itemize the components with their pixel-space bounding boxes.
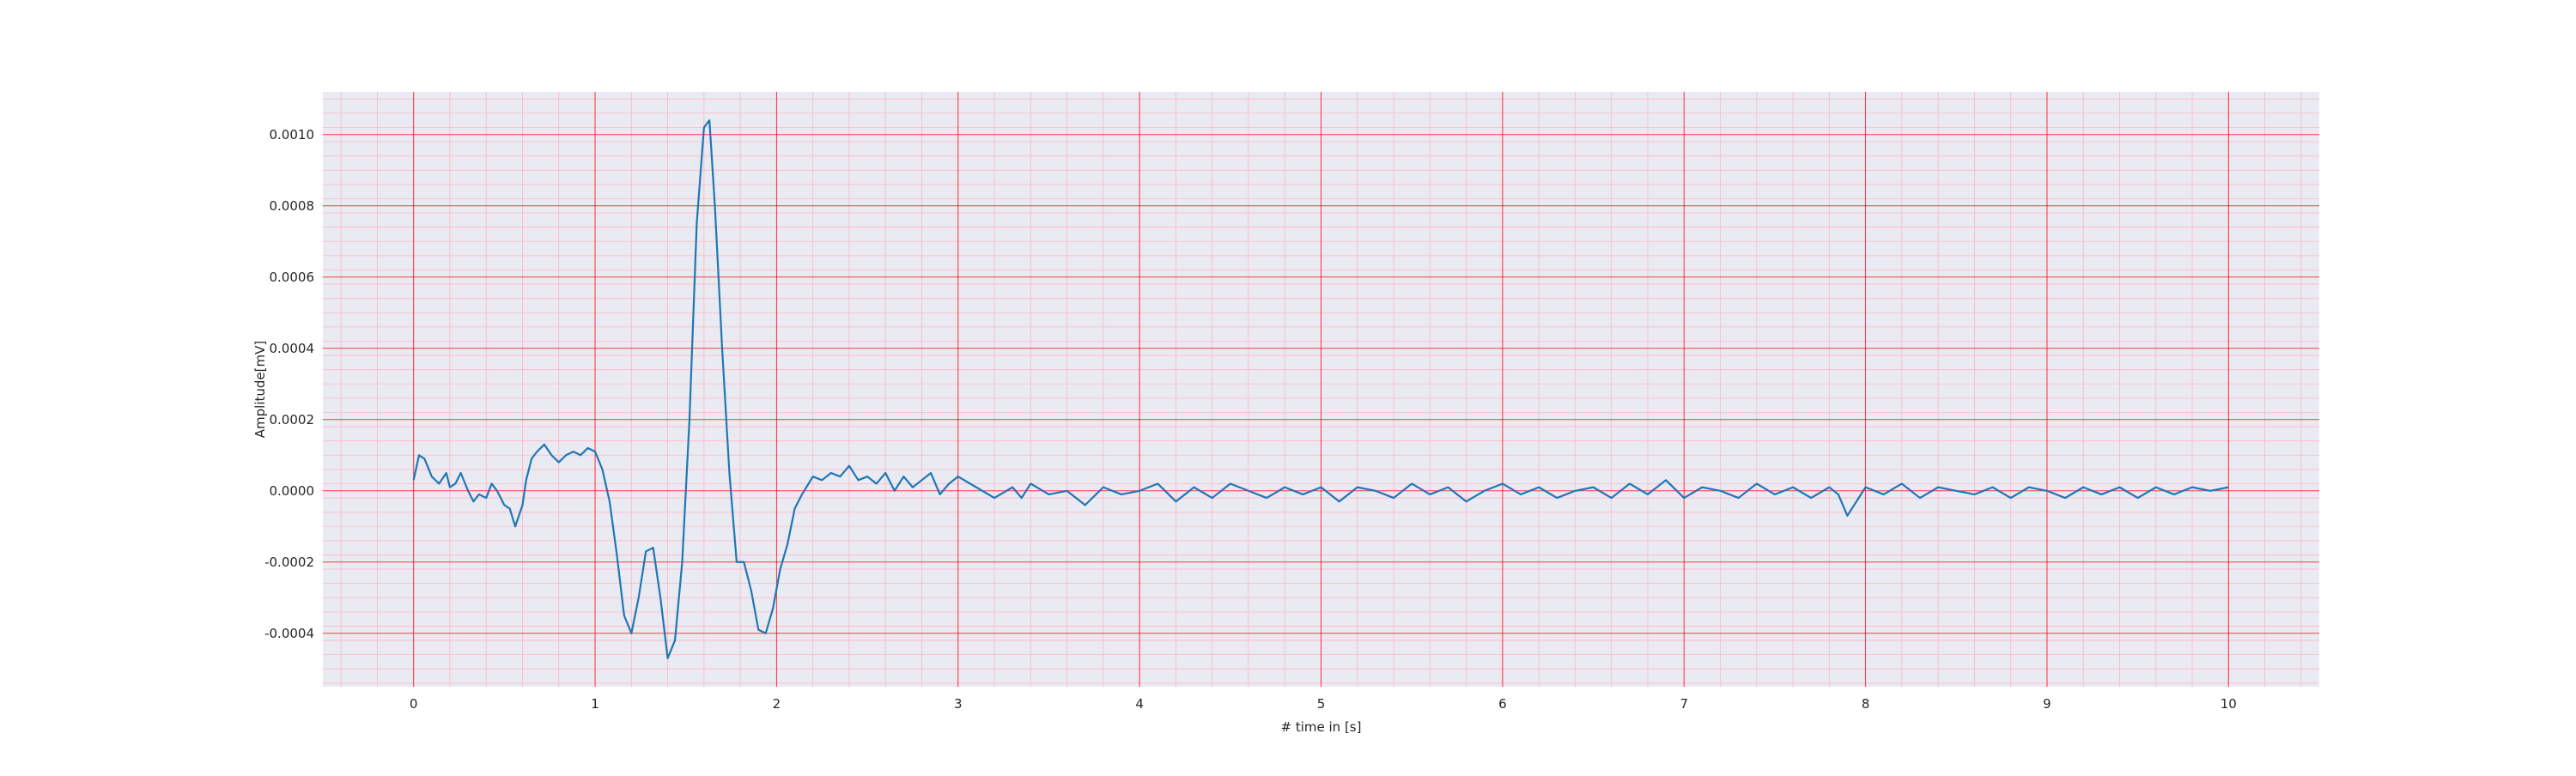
x-tick-label: 7 xyxy=(1680,696,1688,712)
y-tick-label: 0.0008 xyxy=(270,198,315,214)
x-tick-label: 5 xyxy=(1317,696,1326,712)
x-tick-label: 3 xyxy=(954,696,963,712)
y-tick-label: -0.0002 xyxy=(264,555,314,570)
x-tick-label: 4 xyxy=(1135,696,1144,712)
x-tick-label: 2 xyxy=(773,696,781,712)
y-axis-label: Amplitude[mV] xyxy=(252,341,268,438)
y-tick-label: -0.0004 xyxy=(264,626,314,641)
x-axis-label: # time in [s] xyxy=(1281,719,1362,735)
y-tick-label: 0.0010 xyxy=(270,127,315,142)
x-tick-labels: 0 1 2 3 4 5 6 7 8 9 10 xyxy=(410,696,2237,712)
x-tick-label: 10 xyxy=(2221,696,2237,712)
series-line-0 xyxy=(412,119,2229,659)
y-tick-label: 0.0004 xyxy=(270,341,315,356)
x-tick-label: 1 xyxy=(591,696,599,712)
series-layer xyxy=(412,119,2229,659)
x-tick-label: 8 xyxy=(1862,696,1870,712)
y-tick-label: 0.0002 xyxy=(270,412,315,427)
y-tick-labels: -0.0004 -0.0002 0.0000 0.0002 0.0004 0.0006 0.… xyxy=(264,127,314,641)
x-tick-label: 6 xyxy=(1498,696,1507,712)
x-tick-label: 9 xyxy=(2043,696,2051,712)
y-tick-label: 0.0006 xyxy=(270,270,315,285)
x-tick-label: 0 xyxy=(410,696,418,712)
y-tick-label: 0.0000 xyxy=(270,483,315,499)
